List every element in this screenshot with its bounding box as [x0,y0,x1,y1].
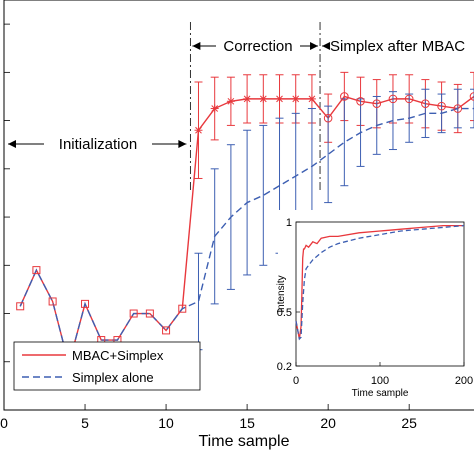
annotation-correction-arrowhead-left [192,42,201,50]
inset-x-tick-label-200: 200 [455,375,473,387]
phase-annotations: Initialization Correction Simplex after MB… [8,38,465,153]
mbac-simplex-marker-13 [226,97,235,106]
mbac-simplex-marker-24 [404,94,414,104]
inset-y-tick-label-0: 0.2 [277,361,292,373]
mbac-simplex-marker-10 [178,304,187,313]
annotation-initialization-arrowhead-left [8,140,16,148]
annotation-initialization-arrowhead-right [178,140,187,148]
mbac-simplex-marker-21 [356,96,365,106]
inset-y-tick-label-1: 0.5 [277,307,292,319]
mbac-simplex-marker-17 [291,94,300,103]
mbac-simplex-marker-15 [259,94,268,103]
mbac-simplex-marker-25 [421,99,430,109]
annotation-correction-arrowhead-right [310,42,319,50]
mbac-simplex-marker-12 [210,104,219,113]
main-x-tick-label-20: 20 [320,415,336,431]
mbac-simplex-star-stroke-17-3 [292,95,300,103]
main-y-ticks [4,23,10,363]
main-x-ticks: 0 5 10 15 20 25 [0,404,417,431]
inset-series-group [295,224,465,341]
mbac-simplex-marker-27 [453,104,463,113]
inset-simplex-alone-line [295,224,465,341]
mbac-simplex-star-stroke-12-3 [211,105,219,112]
mbac-simplex-marker-11 [194,126,203,135]
main-plot-frame [3,0,474,411]
mbac-simplex-marker-4 [81,299,90,308]
mbac-simplex-marker-20 [340,92,349,101]
annotation-correction: Correction [223,38,292,55]
mbac-simplex-marker-1 [32,266,41,275]
inset-x-ticks: 0 100 200 [293,362,473,387]
mbac-simplex-star-stroke-15-3 [259,95,267,103]
mbac-simplex-marker-28 [469,92,474,101]
mbac-simplex-marker-19 [323,113,333,123]
main-x-tick-label-5: 5 [81,415,89,431]
legend-box [13,341,201,391]
mbac-simplex-marker-16 [275,94,284,103]
mbac-simplex-marker-9 [162,326,171,335]
main-x-axis-label: Time sample [199,433,290,450]
mbac-simplex-star-stroke-13-3 [227,97,235,105]
phase-boundaries [189,22,321,190]
main-x-tick-label-25: 25 [401,415,417,431]
inset-y-axis-label: Intensity [276,275,287,312]
inset-plot: 0 100 200 0.2 0.5 1 Time sample Intensity [276,210,474,400]
legend-label-simplex-alone: Simplex alone [72,370,154,385]
inset-x-axis-label: Time sample [352,388,409,399]
mbac-simplex-marker-14 [243,94,252,103]
main-x-tick-label-0: 0 [0,415,8,431]
legend: MBAC+Simplex Simplex alone [13,341,201,391]
legend-label-mbac-simplex: MBAC+Simplex [72,348,164,363]
mbac-simplex-marker-26 [437,101,446,111]
inset-mbac-simplex-line [295,224,464,340]
annotation-simplex-after-mbac-arrowhead-left [322,42,331,50]
simplex-alone-line [19,107,474,367]
mbac-simplex-marker-18 [307,94,316,103]
annotation-initialization: Initialization [59,136,137,153]
mbac-simplex-marker-8 [145,309,154,318]
main-x-tick-label-15: 15 [239,415,255,431]
mbac-simplex-marker-7 [129,309,138,318]
mbac-simplex-marker-0 [16,302,25,311]
inset-y-tick-label-2: 1 [286,217,292,229]
annotation-simplex-after-mbac: Simplex after MBAC [330,38,465,55]
mbac-simplex-star-stroke-16-3 [276,95,283,103]
mbac-simplex-marker-22 [372,99,382,109]
inset-x-tick-label-100: 100 [371,375,389,387]
mbac-simplex-star-stroke-18-3 [308,95,316,103]
mbac-simplex-star-stroke-11-3 [195,126,202,134]
mbac-simplex-star-stroke-14-3 [243,95,251,103]
mbac-simplex-marker-23 [388,94,398,104]
inset-x-tick-label-0: 0 [293,375,299,387]
mbac-simplex-marker-2 [48,297,57,306]
main-series-group [16,71,474,369]
main-x-tick-label-10: 10 [158,415,174,431]
inset-y-ticks: 0.2 0.5 1 [277,217,300,373]
inset-background [278,210,474,400]
